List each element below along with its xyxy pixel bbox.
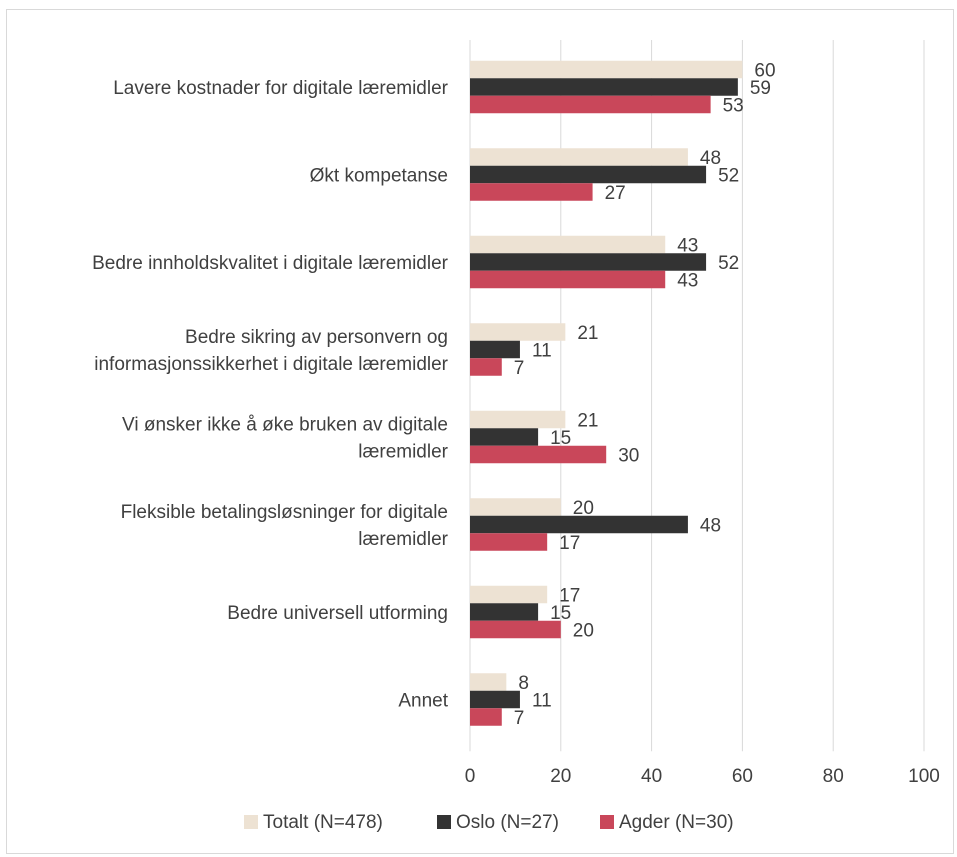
legend-swatch-1	[437, 815, 451, 829]
legend-swatch-0	[244, 815, 258, 829]
bar-4-series-0	[470, 410, 566, 429]
bar-0-series-0	[470, 60, 743, 79]
x-tick-label-80: 80	[823, 766, 844, 787]
data-label-2-series-0: 43	[677, 236, 698, 257]
data-label-2-series-2: 43	[677, 271, 698, 292]
category-label-4-line-0: Vi ønsker ikke å øke bruken av digitale	[122, 415, 448, 436]
bar-2-series-2	[470, 270, 666, 289]
bar-6-series-1	[470, 603, 539, 621]
data-label-1-series-0: 48	[700, 148, 721, 169]
data-label-0-series-2: 53	[723, 96, 744, 117]
bars	[470, 60, 743, 726]
data-label-3-series-1: 11	[532, 341, 552, 362]
bar-1-series-2	[470, 183, 593, 201]
bar-5-series-0	[470, 498, 561, 516]
bar-7-series-1	[470, 690, 520, 709]
category-label-6-line-0: Bedre universell utforming	[227, 603, 448, 624]
data-label-7-series-0: 8	[518, 673, 529, 694]
category-label-0-line-0: Lavere kostnader for digitale læremidler	[113, 78, 448, 99]
x-axis-tick-labels: 0 20 40 60 80 100	[465, 766, 940, 787]
data-label-6-series-2: 20	[573, 621, 594, 642]
legend-label-0: Totalt (N=478)	[263, 812, 383, 833]
x-tick-label-0: 0	[465, 766, 476, 787]
data-label-4-series-1: 15	[550, 428, 571, 449]
data-label-5-series-2: 17	[559, 533, 580, 554]
data-label-5-series-1: 48	[700, 516, 721, 537]
category-label-6: Bedre universell utforming	[227, 603, 448, 624]
data-label-3-series-2: 7	[514, 358, 525, 379]
legend: Totalt (N=478) Oslo (N=27) Agder (N=30)	[244, 812, 734, 833]
bar-6-series-0	[470, 585, 548, 604]
data-label-7-series-2: 7	[514, 708, 525, 729]
bar-5-series-1	[470, 515, 688, 534]
x-tick-label-100: 100	[908, 766, 940, 787]
category-label-3-line-0: Bedre sikring av personvern og	[185, 327, 448, 348]
data-label-2-series-1: 52	[718, 253, 739, 274]
category-label-4-line-1: læremidler	[358, 442, 448, 463]
category-label-1: Økt kompetanse	[310, 166, 448, 187]
x-tick-label-20: 20	[550, 766, 571, 787]
category-label-2: Bedre innholdskvalitet i digitale læremi…	[92, 253, 449, 274]
legend-label-2: Agder (N=30)	[619, 812, 734, 833]
legend-label-1: Oslo (N=27)	[456, 812, 559, 833]
data-label-0-series-0: 60	[754, 61, 775, 82]
bar-3-series-0	[470, 323, 566, 341]
bar-1-series-1	[470, 165, 707, 184]
bar-7-series-0	[470, 673, 507, 691]
category-label-3-line-1: informasjonssikkerhet i digitale læremid…	[94, 354, 448, 375]
data-label-6-series-1: 15	[550, 603, 571, 624]
data-labels: 6059534852274352432111721153020481717152…	[514, 61, 776, 730]
bar-0-series-2	[470, 95, 711, 114]
category-label-2-line-0: Bedre innholdskvalitet i digitale læremi…	[92, 253, 449, 274]
x-tick-label-60: 60	[732, 766, 753, 787]
data-label-0-series-1: 59	[750, 78, 771, 99]
bar-1-series-0	[470, 148, 688, 166]
category-label-5-line-1: læremidler	[358, 529, 448, 550]
data-label-4-series-0: 21	[577, 411, 598, 432]
legend-swatch-2	[600, 815, 614, 829]
category-label-1-line-0: Økt kompetanse	[310, 166, 448, 187]
category-label-5: Fleksible betalingsløsninger for digital…	[121, 502, 449, 550]
data-label-4-series-2: 30	[618, 446, 639, 467]
category-label-5-line-0: Fleksible betalingsløsninger for digital…	[121, 502, 448, 523]
category-label-0: Lavere kostnader for digitale læremidler	[113, 78, 448, 99]
bar-3-series-1	[470, 340, 520, 359]
data-label-7-series-1: 11	[532, 691, 552, 712]
bar-5-series-2	[470, 533, 548, 551]
category-labels: Lavere kostnader for digitale læremidler…	[92, 78, 449, 712]
data-label-3-series-0: 21	[577, 323, 598, 344]
bar-4-series-2	[470, 445, 607, 464]
category-label-7: Annet	[398, 691, 448, 712]
data-label-5-series-0: 20	[573, 498, 594, 519]
bar-4-series-1	[470, 428, 539, 446]
bar-6-series-2	[470, 620, 561, 639]
bar-7-series-2	[470, 708, 502, 726]
data-label-1-series-2: 27	[605, 183, 626, 204]
bar-3-series-2	[470, 358, 502, 376]
bar-2-series-1	[470, 253, 707, 271]
category-label-4: Vi ønsker ikke å øke bruken av digitale l…	[122, 415, 449, 463]
category-label-3: Bedre sikring av personvern og informasjo…	[94, 327, 448, 375]
bar-2-series-0	[470, 235, 666, 254]
data-label-6-series-0: 17	[559, 586, 580, 607]
x-tick-label-40: 40	[641, 766, 662, 787]
bar-0-series-1	[470, 78, 738, 96]
data-label-1-series-1: 52	[718, 166, 739, 187]
category-label-7-line-0: Annet	[398, 691, 448, 712]
gridlines	[469, 40, 925, 752]
